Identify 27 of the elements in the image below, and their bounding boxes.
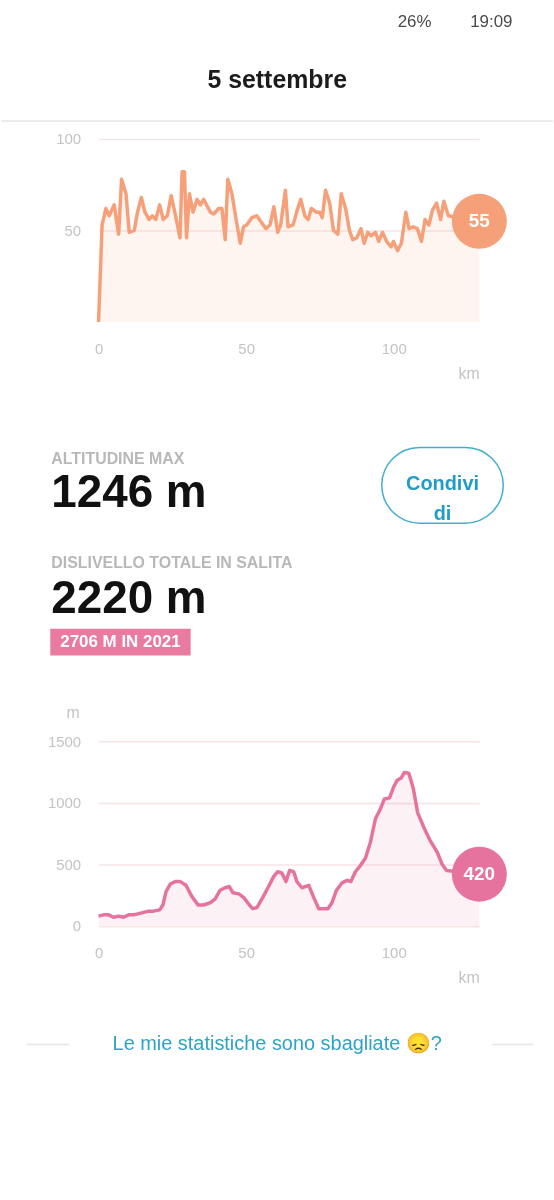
text: ALTITUDINE MAX — [51, 449, 185, 467]
text: 5 settembre — [207, 65, 348, 94]
x-axis-title: km — [458, 969, 480, 987]
y-tick-label: 1000 — [47, 794, 82, 812]
text: 2220 m — [51, 571, 207, 623]
text: Le mie statistiche sono sbagliate 😞? — [112, 1032, 442, 1055]
y-axis-title: m — [66, 703, 80, 721]
text: DISLIVELLO TOTALE IN SALITA — [51, 554, 294, 572]
y-tick-label: 500 — [56, 855, 82, 873]
x-tick-label: 50 — [238, 340, 255, 358]
y-tick-label: 50 — [64, 221, 82, 239]
y-tick-label: 0 — [72, 917, 82, 935]
x-tick-label: 50 — [238, 944, 255, 962]
x-tick-label: 0 — [94, 944, 104, 962]
y-tick-label: 100 — [56, 130, 82, 148]
x-axis-title: km — [458, 365, 480, 383]
annotation: 55 — [468, 210, 490, 232]
annotation: 420 — [463, 863, 496, 885]
y-tick-label: 1500 — [47, 732, 82, 750]
text: 19:09 — [470, 12, 513, 32]
x-tick-label: 100 — [381, 340, 407, 358]
text: Condivi di — [406, 472, 479, 525]
text: 26% — [397, 12, 432, 32]
text: 1246 m — [51, 466, 207, 518]
x-tick-label: 100 — [381, 944, 407, 962]
text: 2706 M IN 2021 — [60, 632, 181, 652]
x-tick-label: 0 — [94, 340, 104, 358]
